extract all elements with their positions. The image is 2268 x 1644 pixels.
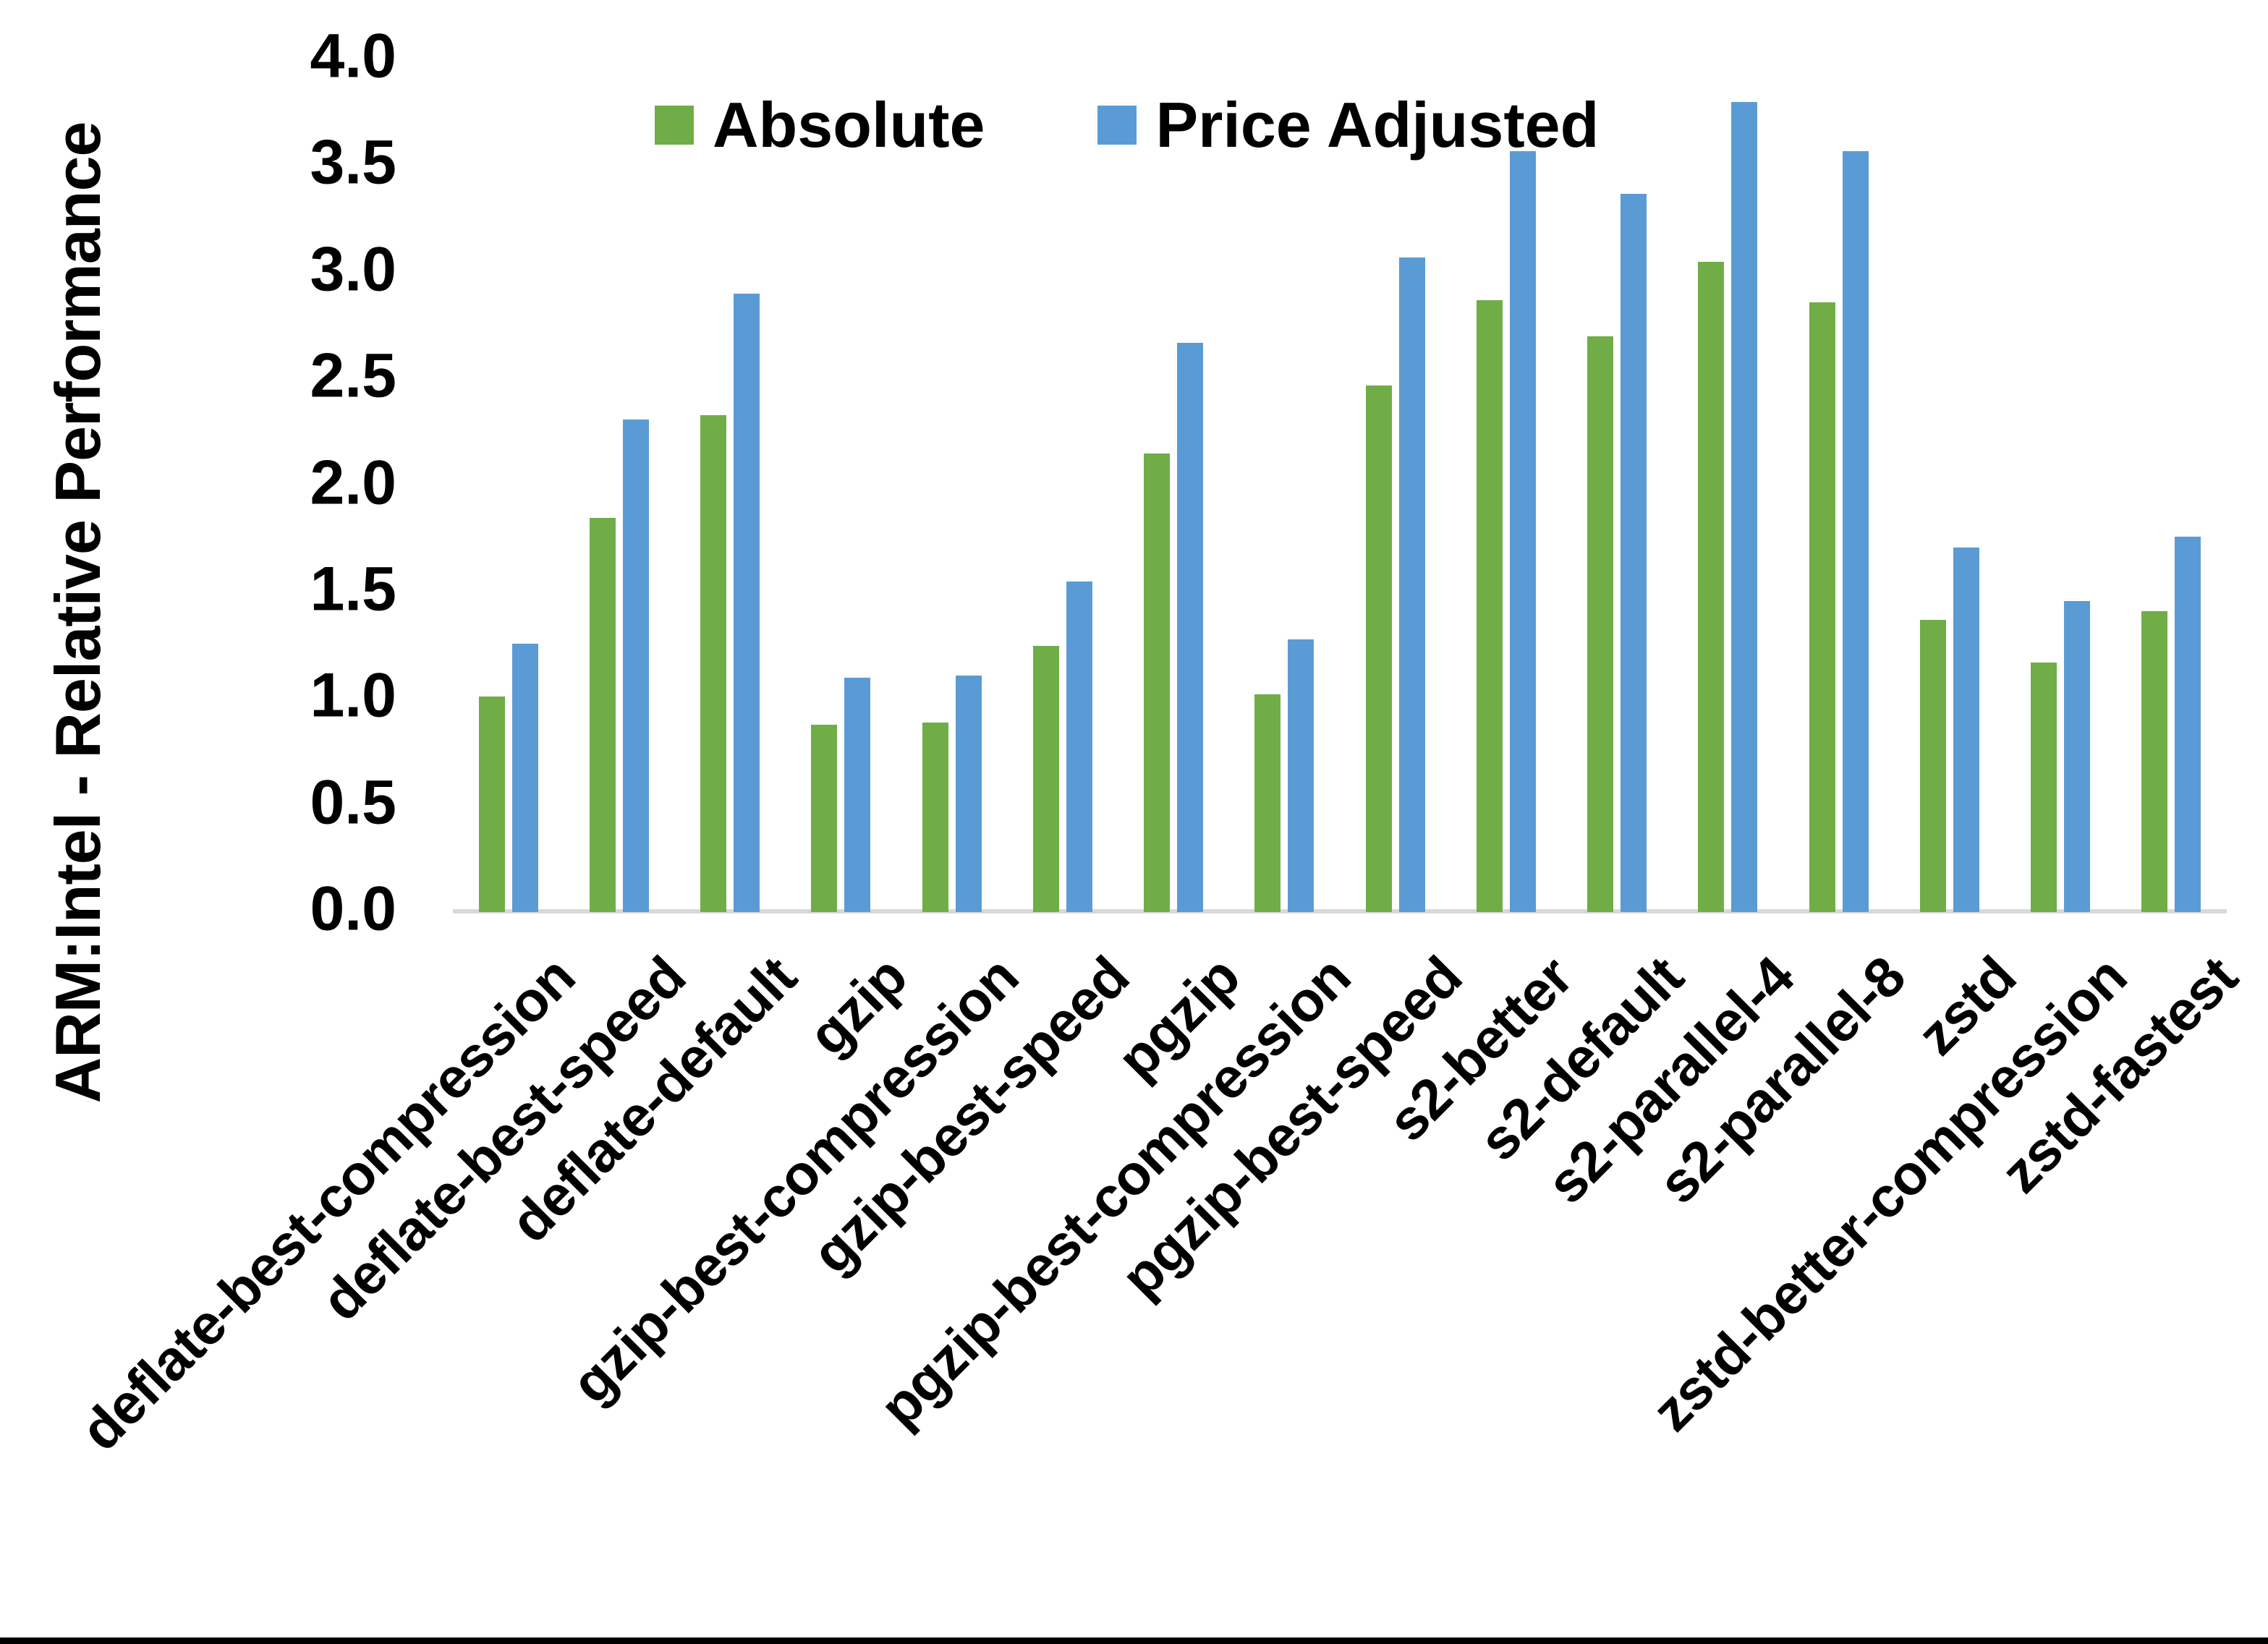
bar-absolute-gzip-best-speed (1032, 646, 1059, 912)
bar-price-adjusted-s2-parallel-8 (1842, 151, 1869, 912)
bar-price-adjusted-zstd-fastest (2175, 537, 2201, 912)
bar-price-adjusted-deflate-default (734, 294, 760, 912)
legend-item-absolute: Absolute (655, 88, 985, 162)
bar-group-s2-default (1562, 0, 1673, 912)
bar-group-s2-parallel-4 (1673, 0, 1783, 912)
bar-price-adjusted-pgzip (1177, 343, 1204, 912)
y-tick-label: 0.0 (310, 874, 396, 944)
bar-absolute-gzip-best-compression (922, 723, 948, 912)
bar-group-pgzip (1118, 0, 1229, 912)
bar-absolute-pgzip (1144, 453, 1171, 912)
bar-group-zstd-better-compression (2005, 0, 2116, 912)
bar-absolute-pgzip-best-speed (1365, 386, 1392, 912)
bar-absolute-zstd (1919, 620, 1946, 912)
bar-price-adjusted-gzip (844, 678, 871, 912)
bar-price-adjusted-pgzip-best-compression (1288, 639, 1314, 912)
y-tick-label: 3.5 (310, 127, 396, 197)
bar-absolute-deflate-best-compression (478, 697, 505, 912)
bar-group-deflate-best-speed (564, 0, 674, 912)
y-axis-title: ARM:Intel - Relative Performance (42, 122, 114, 1104)
bar-absolute-s2-better (1476, 300, 1503, 912)
y-tick-label: 4.0 (310, 21, 396, 91)
bar-absolute-zstd-fastest (2141, 611, 2168, 912)
bar-absolute-deflate-best-speed (589, 518, 616, 912)
bar-price-adjusted-deflate-best-speed (622, 419, 649, 912)
x-axis-line (453, 909, 2227, 913)
y-tick-label: 3.0 (310, 234, 396, 304)
bar-absolute-s2-parallel-8 (1809, 302, 1835, 912)
bar-price-adjusted-s2-better (1509, 151, 1536, 912)
bar-price-adjusted-s2-parallel-4 (1731, 102, 1758, 912)
bar-price-adjusted-gzip-best-compression (955, 676, 982, 912)
legend-item-price-adjusted: Price Adjusted (1097, 88, 1599, 162)
y-tick-label: 1.0 (310, 660, 396, 731)
legend: Absolute Price Adjusted (655, 88, 1599, 162)
legend-swatch-price-adjusted (1097, 106, 1137, 145)
legend-label-price-adjusted: Price Adjusted (1155, 89, 1600, 161)
bar-absolute-deflate-default (700, 415, 727, 912)
y-tick-label: 2.0 (310, 448, 396, 518)
y-tick-label: 2.5 (310, 341, 396, 411)
bar-absolute-gzip (811, 725, 838, 912)
plot-area (453, 0, 2227, 912)
y-tick-label: 1.5 (310, 554, 396, 624)
bar-group-gzip-best-speed (1007, 0, 1118, 912)
bar-absolute-s2-parallel-4 (1698, 262, 1725, 912)
bar-absolute-s2-default (1587, 336, 1614, 912)
bar-group-zstd (1894, 0, 2005, 912)
bar-group-s2-better (1451, 0, 1561, 912)
bar-group-gzip-best-compression (896, 0, 1007, 912)
bar-absolute-zstd-better-compression (2031, 663, 2057, 912)
y-tick-label: 0.5 (310, 767, 396, 838)
legend-swatch-absolute (655, 106, 694, 145)
bar-group-gzip (786, 0, 896, 912)
bar-price-adjusted-gzip-best-speed (1066, 582, 1092, 912)
bar-price-adjusted-zstd-better-compression (2064, 601, 2091, 912)
legend-label-absolute: Absolute (713, 89, 985, 161)
bar-price-adjusted-pgzip-best-speed (1398, 257, 1425, 912)
bar-group-pgzip-best-compression (1229, 0, 1340, 912)
bar-group-s2-parallel-8 (1783, 0, 1894, 912)
bar-price-adjusted-s2-default (1621, 194, 1647, 912)
bar-price-adjusted-zstd (1953, 548, 1979, 912)
bar-group-pgzip-best-speed (1340, 0, 1451, 912)
bottom-border (0, 1637, 2268, 1644)
bar-group-deflate-best-compression (453, 0, 564, 912)
bar-absolute-pgzip-best-compression (1254, 694, 1281, 912)
bar-group-zstd-fastest (2116, 0, 2227, 912)
bar-group-deflate-default (675, 0, 786, 912)
bar-price-adjusted-deflate-best-compression (511, 644, 538, 912)
